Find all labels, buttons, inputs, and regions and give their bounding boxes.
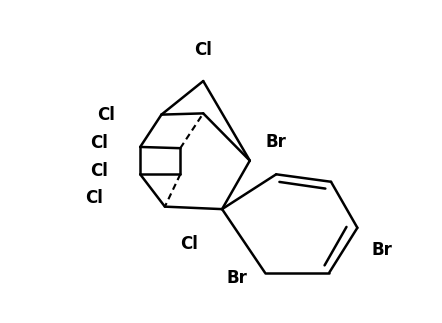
Text: Cl: Cl [180,235,198,253]
Text: Br: Br [372,241,392,259]
Text: Cl: Cl [91,162,108,180]
Text: Br: Br [226,269,247,287]
Text: Cl: Cl [91,134,108,152]
Text: Cl: Cl [85,189,103,207]
Text: Cl: Cl [194,41,212,59]
Text: Cl: Cl [97,106,115,124]
Text: Br: Br [266,133,286,151]
